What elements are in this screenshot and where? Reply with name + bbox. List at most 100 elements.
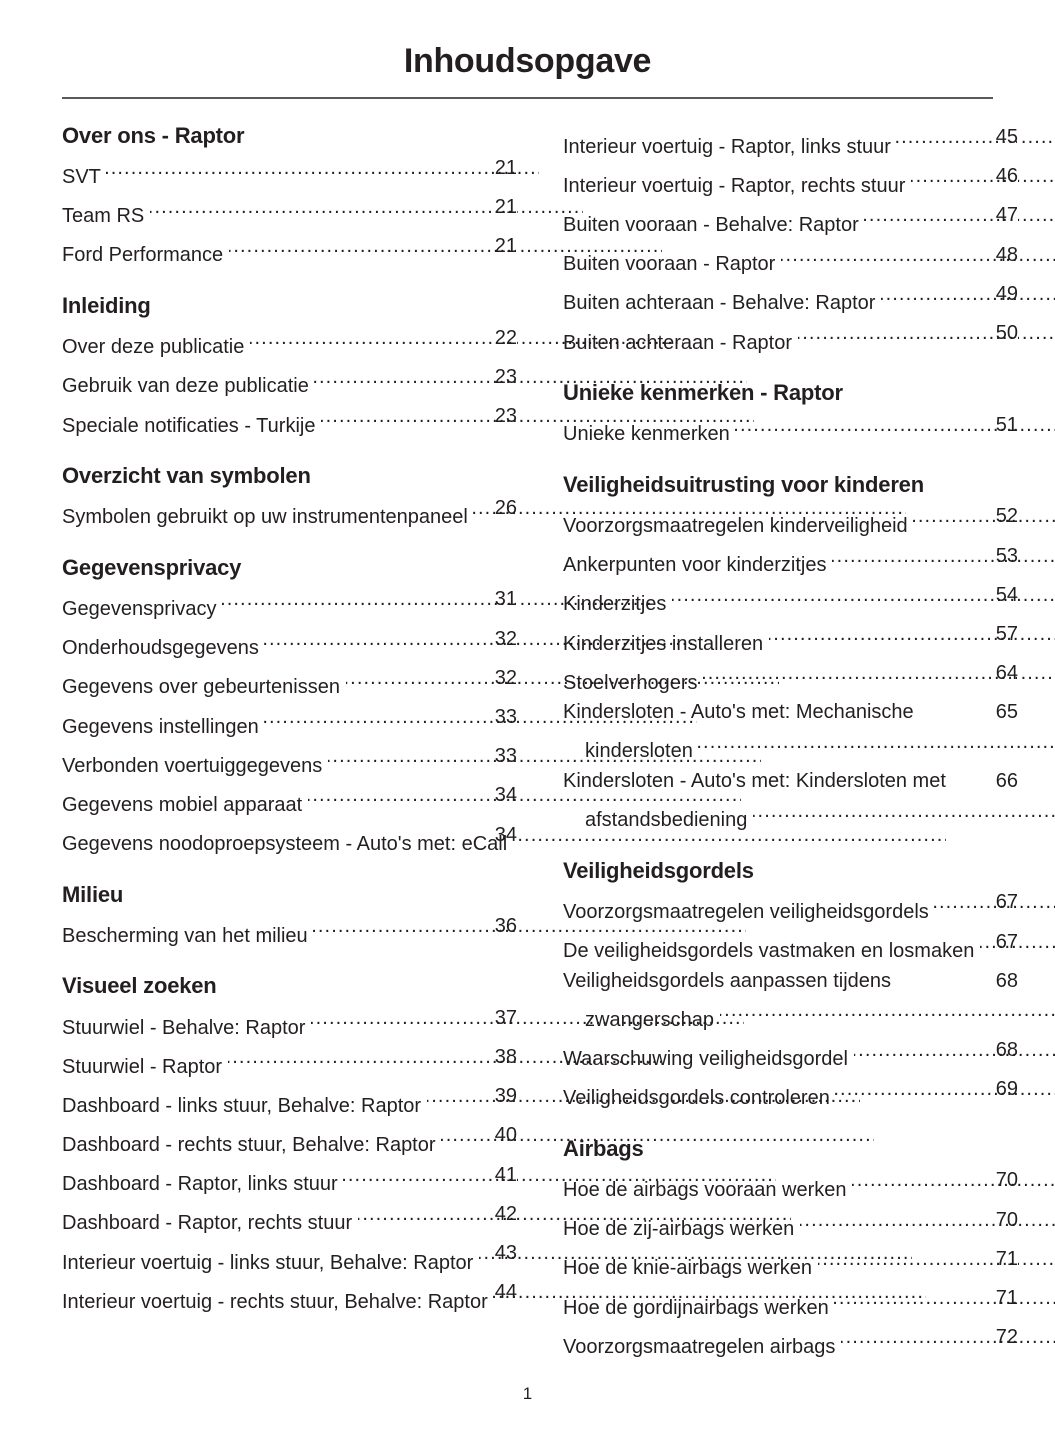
toc-entry[interactable]: 48 Buiten vooraan - Raptor ..............… [563,240,1055,280]
toc-entry-page-number: 32 [495,624,517,655]
toc-entry-label: Kindersloten - Auto's met: Mechanische k… [563,701,914,763]
toc-entry[interactable]: 70 Hoe de airbags vooraan werken ........… [563,1166,1055,1205]
toc-entry[interactable]: 45 Interieur voertuig - Raptor, links stu… [563,123,1055,162]
toc-entry-page-number: 66 [996,767,1018,797]
toc-entry[interactable]: 54 Kinderzitjes .........................… [563,580,1055,620]
toc-entry[interactable]: 21 Ford Performance .....................… [62,231,662,271]
toc-entry-page-number: 21 [495,231,517,262]
leader-dots: ........................................… [343,1163,776,1186]
toc-entry-page-number: 23 [495,401,517,432]
toc-entry[interactable]: 31 Gegevensprivacy ......................… [62,585,655,624]
toc-entry[interactable]: 67 Voorzorgsmaatregelen veiligheidsgordel… [563,888,1055,927]
toc-entry-label: Gebruik van deze publicatie [62,375,309,398]
toc-entry[interactable]: 47 Buiten vooraan - Behalve: Raptor .....… [563,201,1055,240]
toc-entry[interactable]: 72 Voorzorgsmaatregelen airbags .........… [563,1323,1055,1362]
toc-section: Overzicht van symbolen 26 Symbolen gebruik… [62,463,906,533]
leader-dots: ........................................… [671,583,1055,606]
leader-dots: ........................................… [512,823,946,846]
toc-entry[interactable]: 57 Kinderzitjes installeren .............… [563,619,1055,659]
toc-entry[interactable]: 33 Gegevens instellingen ................… [62,702,697,742]
toc-entry[interactable]: 50 Buiten achteraan - Raptor ............… [563,318,1055,358]
toc-entry[interactable]: 38 Stuurwiel - Raptor ...................… [62,1043,661,1082]
toc-entry-page-number: 65 [996,698,1018,728]
page-footer: 1 [0,1384,1055,1404]
toc-entry-page-number: 40 [495,1121,517,1152]
toc-entry[interactable]: 41 Dashboard - Raptor, links stuur ......… [62,1160,776,1200]
toc-entry-label: Kinderzitjes [563,593,667,616]
section-heading: Over ons - Raptor [62,123,245,148]
toc-section: Airbags 70 Hoe de airbags vooraan werken .… [563,1136,1055,1362]
toc-entry-page-number: 33 [495,742,517,772]
toc-entry-page-number: 26 [495,493,517,524]
toc-entry[interactable]: 33 Verbonden voertuiggegevens ...........… [62,742,761,781]
toc-entry-label: Waarschuwing veiligheidsgordel [563,1048,848,1071]
leader-dots: ........................................… [149,195,583,218]
toc-entry[interactable]: 34 Gegevens mobiel apparaat .............… [62,781,741,820]
toc-entry[interactable]: 67 De veiligheidsgordels vastmaken en los… [563,927,1055,967]
toc-entry[interactable]: 22 Over deze publicatie .................… [62,323,683,363]
toc-entry-page-number: 67 [996,927,1018,958]
toc-entry-label: Stuurwiel - Behalve: Raptor [62,1016,306,1039]
toc-entry[interactable]: 53 Ankerpunten voor kinderzitjes ........… [563,541,1055,581]
toc-entry[interactable]: 37 Stuurwiel - Behalve: Raptor ..........… [62,1003,744,1043]
toc-entry[interactable]: 71 Hoe de knie-airbags werken ...........… [563,1244,1055,1284]
toc-entry[interactable]: 32 Gegevens over gebeurtenissen .........… [62,663,779,703]
toc-entry[interactable]: 51 Unieke kenmerken .....................… [563,410,1055,450]
toc-entry-label: Over deze publicatie [62,336,245,359]
toc-columns: Over ons - Raptor 21 SVT .................… [62,123,1055,1362]
leader-dots: ........................................… [719,999,1055,1022]
toc-entry[interactable]: 64 Stoelverhogers .......................… [563,659,1055,698]
leader-dots: ........................................… [357,1202,791,1225]
leader-dots: ........................................… [752,799,1055,822]
toc-entry[interactable]: 68 Veiligheidsgordels aanpassen tijdens z… [563,966,1055,1036]
toc-entry-label: Veiligheidsgordels controleren [563,1087,830,1110]
toc-entry[interactable]: 42 Dashboard - Raptor, rechts stuur .....… [62,1199,791,1239]
toc-entry[interactable]: 68 Waarschuwing veiligheidsgordel .......… [563,1035,1055,1075]
leader-dots: ........................................… [473,496,906,519]
folio-page-number: 1 [522,1384,533,1403]
toc-entry[interactable]: 44 Interieur voertuig - rechts stuur, Beh… [62,1278,926,1317]
toc-entry[interactable]: 71 Hoe de gordijnairbags werken .........… [563,1283,1055,1323]
section-heading: Milieu [62,881,124,907]
toc-entry-page-number: 21 [495,192,517,223]
toc-entry[interactable]: 21 SVT ..................................… [62,153,539,193]
toc-entry[interactable]: 36 Bescherming van het milieu ...........… [62,912,746,951]
leader-dots: ........................................… [222,588,655,611]
toc-entry[interactable]: 23 Speciale notificaties - Turkije ......… [62,401,754,441]
toc-entry[interactable]: 65 Kindersloten - Auto's met: Mechanische… [563,698,1055,767]
toc-entry-page-number: 48 [996,240,1018,271]
toc-entry[interactable]: 40 Dashboard - rechts stuur, Behalve: Rap… [62,1121,874,1160]
toc-entry-label: Interieur voertuig - rechts stuur, Behal… [62,1290,488,1313]
toc-section: Over ons - Raptor 21 SVT .................… [62,123,662,271]
toc-entry-page-number: 67 [996,888,1018,918]
toc-entry[interactable]: 32 Onderhoudsgegevens ...................… [62,624,697,664]
toc-entry-page-number: 52 [996,502,1018,532]
toc-entry[interactable]: 66 Kindersloten - Auto's met: Kinderslote… [563,767,1055,836]
toc-entry[interactable]: 43 Interieur voertuig - links stuur, Beha… [62,1239,912,1278]
toc-entry[interactable]: 46 Interieur voertuig - Raptor, rechts st… [563,162,1055,201]
toc-entry[interactable]: 23 Gebruik van deze publicatie ..........… [62,362,747,402]
toc-entry[interactable]: 21 Team RS ..............................… [62,192,583,232]
toc-entry[interactable]: 26 Symbolen gebruikt op uw instrumentenpa… [62,493,906,533]
toc-entry[interactable]: 39 Dashboard - links stuur, Behalve: Rapt… [62,1082,860,1121]
leader-dots: ........................................… [832,544,1055,567]
page-header: Inhoudsopgave [0,0,1055,99]
leader-dots: ........................................… [818,1247,1055,1270]
leader-dots: ........................................… [311,1006,744,1029]
toc-entry[interactable]: 70 Hoe de zij-airbags werken ............… [563,1205,1055,1245]
toc-entry[interactable]: 49 Buiten achteraan - Behalve: Raptor ...… [563,279,1055,319]
toc-entry-page-number: 41 [495,1160,517,1191]
toc-entry[interactable]: 69 Veiligheidsgordels controleren .......… [563,1074,1055,1114]
toc-entry-label: Dashboard - Raptor, links stuur [62,1173,338,1196]
toc-entry-label: Stuurwiel - Raptor [62,1055,223,1078]
leader-dots: ........................................… [864,204,1055,227]
toc-entry[interactable]: 52 Voorzorgsmaatregelen kinderveiligheid … [563,502,1055,541]
toc-entry-label: Hoe de gordijnairbags werken [563,1296,829,1319]
toc-entry-page-number: 70 [996,1205,1018,1236]
toc-entry[interactable]: 34 Gegevens noodoproepsysteem - Auto's me… [62,820,946,860]
leader-dots: ........................................… [841,1326,1055,1349]
toc-entry-page-number: 32 [495,663,517,694]
toc-entry-label: Buiten achteraan - Raptor [563,331,793,354]
toc-entry-page-number: 22 [495,323,517,354]
toc-entry-page-number: 69 [996,1074,1018,1105]
